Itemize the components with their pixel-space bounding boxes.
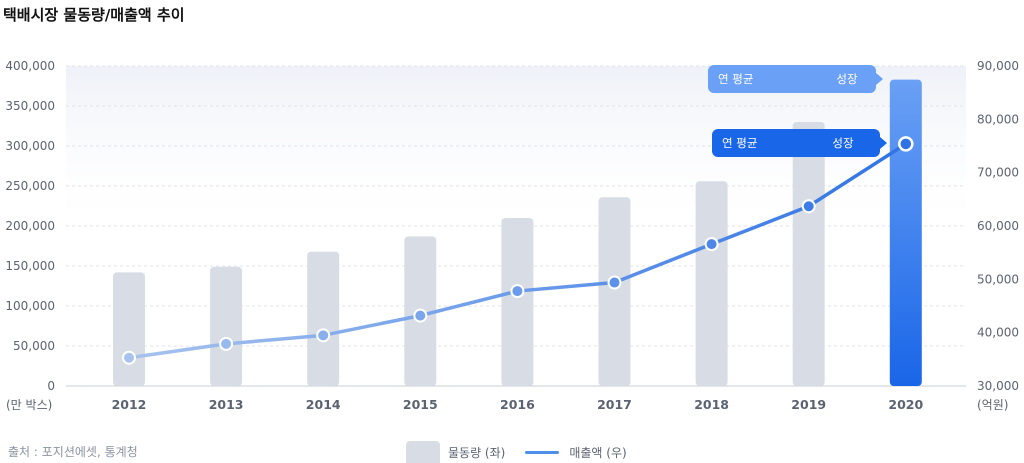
left-tick-label: 0 xyxy=(47,379,55,393)
left-tick-label: 200,000 xyxy=(5,219,55,233)
left-tick-label: 150,000 xyxy=(5,259,55,273)
bar xyxy=(210,266,243,386)
legend-line-swatch xyxy=(525,450,560,454)
bar xyxy=(695,181,728,386)
revenue-point xyxy=(704,237,719,252)
revenue-point xyxy=(122,350,136,365)
legend-bar-swatch xyxy=(406,441,440,463)
left-tick-label: 100,000 xyxy=(5,299,55,313)
left-tick-label: 400,000 xyxy=(5,59,55,73)
left-tick-label: 250,000 xyxy=(5,179,55,193)
right-tick-label: 90,000 xyxy=(977,59,1019,73)
bar xyxy=(792,122,825,386)
bar-highlight xyxy=(889,79,922,386)
x-tick-label: 2017 xyxy=(597,397,632,412)
left-axis-unit: (만 박스) xyxy=(6,398,52,412)
source-note: 출처 : 포지션에셋, 통계청 xyxy=(8,445,138,459)
revenue-point xyxy=(898,136,914,152)
legend-bar-label: 물동량 (좌) xyxy=(448,445,506,460)
revenue-growth-suffix: 성장 xyxy=(828,136,854,150)
revenue-point xyxy=(413,308,428,323)
volume-growth-prefix: 연 평균 xyxy=(718,72,758,86)
left-tick-label: 350,000 xyxy=(5,99,55,113)
bar xyxy=(113,272,145,386)
bar xyxy=(501,218,534,386)
x-tick-label: 2018 xyxy=(694,397,729,412)
right-tick-label: 70,000 xyxy=(977,166,1019,180)
legend: 물동량 (좌) 매출액 (우) xyxy=(406,441,627,463)
revenue-growth-bold: 매출액 9.9% xyxy=(761,136,829,150)
x-tick-label: 2015 xyxy=(403,397,438,412)
chart-title: 택배시장 물동량/매출액 추이 xyxy=(3,6,185,24)
right-tick-label: 60,000 xyxy=(977,219,1019,233)
volume-growth-suffix: 성장 xyxy=(832,72,858,86)
right-tick-label: 40,000 xyxy=(977,326,1019,340)
volume-growth-bold: 물동량 11.6% xyxy=(757,72,833,86)
right-tick-label: 80,000 xyxy=(977,112,1019,126)
x-tick-label: 2019 xyxy=(791,397,826,412)
revenue-point xyxy=(607,275,622,290)
legend-line-label: 매출액 (우) xyxy=(569,445,627,460)
left-tick-label: 300,000 xyxy=(5,139,55,153)
right-tick-label: 30,000 xyxy=(977,379,1019,393)
x-tick-label: 2012 xyxy=(112,397,147,412)
bar xyxy=(307,251,340,386)
revenue-point xyxy=(510,284,525,299)
x-tick-label: 2020 xyxy=(888,397,923,412)
bar xyxy=(598,197,631,386)
x-tick-label: 2014 xyxy=(306,397,341,412)
volume-growth-callout: 연 평균 물동량 11.6% 성장 xyxy=(708,65,883,93)
x-tick-label: 2016 xyxy=(500,397,535,412)
revenue-growth-prefix: 연 평균 xyxy=(722,136,762,150)
revenue-growth-callout: 연 평균 매출액 9.9% 성장 xyxy=(712,129,887,157)
revenue-point xyxy=(219,336,234,351)
revenue-point xyxy=(801,199,816,214)
x-tick-label: 2013 xyxy=(209,397,244,412)
right-tick-label: 50,000 xyxy=(977,272,1019,286)
left-tick-label: 50,000 xyxy=(13,339,55,353)
revenue-point xyxy=(316,328,331,343)
right-axis-unit: (억원) xyxy=(977,398,1008,412)
